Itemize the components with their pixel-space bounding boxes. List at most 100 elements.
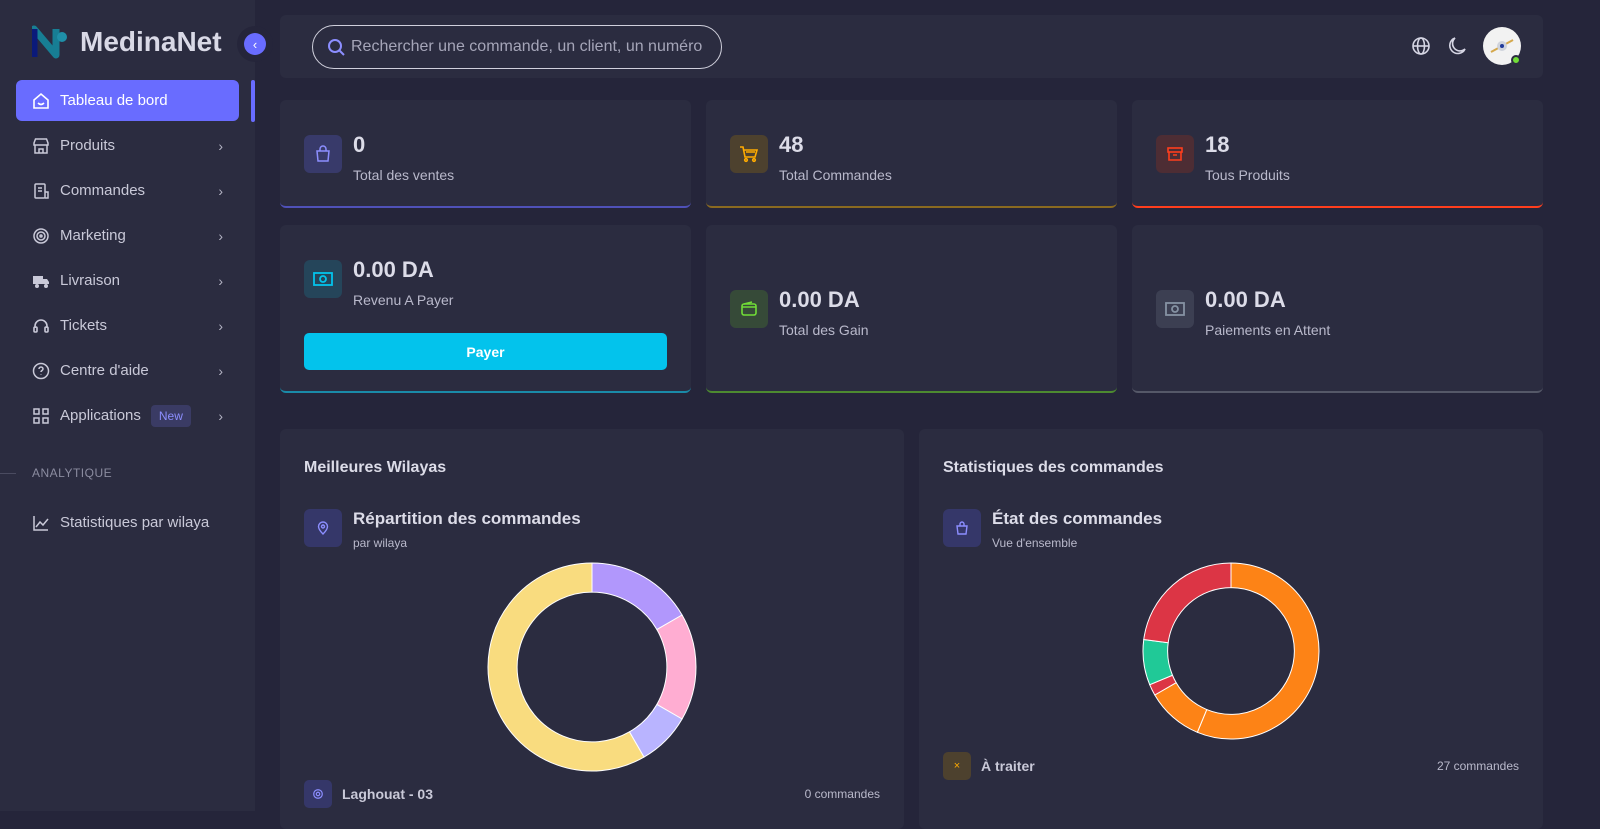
stat-value: 0.00 DA (779, 287, 860, 312)
truck-icon (32, 272, 50, 290)
orders-donut-chart (1142, 562, 1320, 740)
active-indicator (251, 80, 255, 122)
donut-slice[interactable] (591, 562, 683, 631)
sidebar-item-produits[interactable]: Produits › (16, 125, 239, 166)
stat-value: 0.00 DA (353, 257, 434, 282)
sidebar-item-statistiques-wilaya[interactable]: Statistiques par wilaya (16, 502, 239, 543)
stat-card-total-gain: 0.00 DA Total des Gain (706, 225, 1117, 393)
wilaya-name: Laghouat - 03 (342, 786, 434, 802)
payer-button[interactable]: Payer (304, 333, 667, 370)
stat-card-tous-produits: 18 Tous Produits (1132, 100, 1543, 208)
logo-icon (32, 25, 67, 59)
chevron-right-icon: › (218, 227, 223, 244)
grid-icon (32, 407, 50, 425)
sidebar-item-label: Applications (60, 407, 141, 424)
chart-subtitle: État des commandes (992, 509, 1163, 528)
panel-title: Statistiques des commandes (943, 459, 1164, 476)
stat-label: Paiements en Attent (1205, 322, 1331, 338)
avatar[interactable] (1483, 27, 1521, 65)
shopping-bag-icon (943, 509, 981, 547)
new-badge: New (150, 404, 191, 427)
user-photo (1490, 39, 1514, 53)
sidebar-item-label: Marketing (60, 227, 126, 244)
map-pin-icon (304, 780, 332, 808)
chart-subtitle: Répartition des commandes (353, 509, 581, 528)
search-icon (328, 39, 345, 56)
analytics-nav: Statistiques par wilaya (16, 502, 239, 547)
chevron-right-icon: › (218, 182, 223, 199)
moon-icon[interactable] (1447, 36, 1467, 56)
sidebar-item-applications[interactable]: Applications New › (16, 395, 239, 436)
brand-name: MedinaNet (80, 26, 222, 57)
shopping-bag-icon (304, 135, 342, 173)
globe-icon[interactable] (1411, 36, 1431, 56)
sidebar-item-tickets[interactable]: Tickets › (16, 305, 239, 346)
top-bar (280, 15, 1543, 78)
search-box (312, 25, 722, 69)
stat-label: Tous Produits (1205, 167, 1290, 183)
stat-card-total-commandes: 48 Total Commandes (706, 100, 1117, 208)
close-icon: × (943, 752, 971, 780)
order-status-name: À traiter (981, 758, 1035, 774)
sidebar-item-label: Livraison (60, 272, 121, 289)
donut-slice[interactable] (487, 562, 645, 772)
sidebar-nav: Tableau de bord Produits › Commandes › Mar… (16, 80, 239, 440)
chevron-right-icon: › (218, 317, 223, 334)
sidebar-item-marketing[interactable]: Marketing › (16, 215, 239, 256)
stat-label: Total Commandes (779, 167, 892, 183)
cash-icon (1156, 290, 1194, 328)
panel-statistiques-commandes: Statistiques des commandes État des comm… (919, 429, 1543, 829)
sidebar-item-label: Commandes (60, 182, 146, 199)
chevron-right-icon: › (218, 272, 223, 289)
wilaya-count: 0 commandes (804, 787, 880, 801)
chevron-right-icon: › (218, 407, 223, 424)
headset-icon (32, 317, 50, 335)
sidebar-item-livraison[interactable]: Livraison › (16, 260, 239, 301)
sidebar: MedinaNet Tableau de bord Produits › Comm… (0, 0, 255, 811)
stat-value: 0.00 DA (1205, 287, 1286, 312)
stat-card-paiements-attente: 0.00 DA Paiements en Attent (1132, 225, 1543, 393)
search-input[interactable] (351, 38, 711, 56)
home-icon (32, 92, 50, 110)
wallet-icon (730, 290, 768, 328)
order-status-count: 27 commandes (1436, 759, 1519, 773)
target-icon (32, 227, 50, 245)
logo[interactable]: MedinaNet (32, 25, 222, 59)
stat-label: Revenu A Payer (353, 292, 454, 308)
chevron-right-icon: › (218, 137, 223, 154)
chart-line-icon (32, 514, 50, 532)
collapse-sidebar-button[interactable]: ‹ (237, 26, 273, 62)
receipt-icon (32, 182, 50, 200)
wilaya-row[interactable]: Laghouat - 03 0 commandes (304, 779, 880, 809)
store-icon (32, 137, 50, 155)
donut-slice[interactable] (1143, 562, 1232, 644)
sidebar-item-commandes[interactable]: Commandes › (16, 170, 239, 211)
chart-caption: Vue d'ensemble (992, 536, 1078, 550)
sidebar-item-label: Statistiques par wilaya (60, 514, 210, 531)
sidebar-item-label: Centre d'aide (60, 362, 149, 379)
chevron-left-icon: ‹ (244, 33, 266, 55)
sidebar-item-tableau-de-bord[interactable]: Tableau de bord (16, 80, 239, 121)
sidebar-item-label: Tickets (60, 317, 107, 334)
stat-value: 18 (1205, 132, 1230, 157)
archive-icon (1156, 135, 1194, 173)
cart-icon (730, 135, 768, 173)
chart-caption: par wilaya (353, 536, 408, 550)
stat-value: 48 (779, 132, 804, 157)
donut-slice[interactable] (1196, 562, 1320, 740)
stat-label: Total des Gain (779, 322, 869, 338)
cash-icon (304, 260, 342, 298)
stat-label: Total des ventes (353, 167, 455, 183)
help-icon (32, 362, 50, 380)
sidebar-item-label: Tableau de bord (60, 92, 168, 109)
sidebar-item-centre-aide[interactable]: Centre d'aide › (16, 350, 239, 391)
panel-meilleures-wilayas: Meilleures Wilayas Répartition des comma… (280, 429, 904, 829)
order-status-row[interactable]: × À traiter 27 commandes (943, 751, 1519, 781)
wilayas-donut-chart (487, 562, 697, 772)
panel-title: Meilleures Wilayas (304, 459, 447, 476)
stat-card-revenu-a-payer: 0.00 DA Revenu A Payer Payer (280, 225, 691, 393)
donut-slice[interactable] (656, 614, 697, 720)
online-status-dot (1511, 55, 1521, 65)
chevron-right-icon: › (218, 362, 223, 379)
sidebar-item-label: Produits (60, 137, 116, 154)
